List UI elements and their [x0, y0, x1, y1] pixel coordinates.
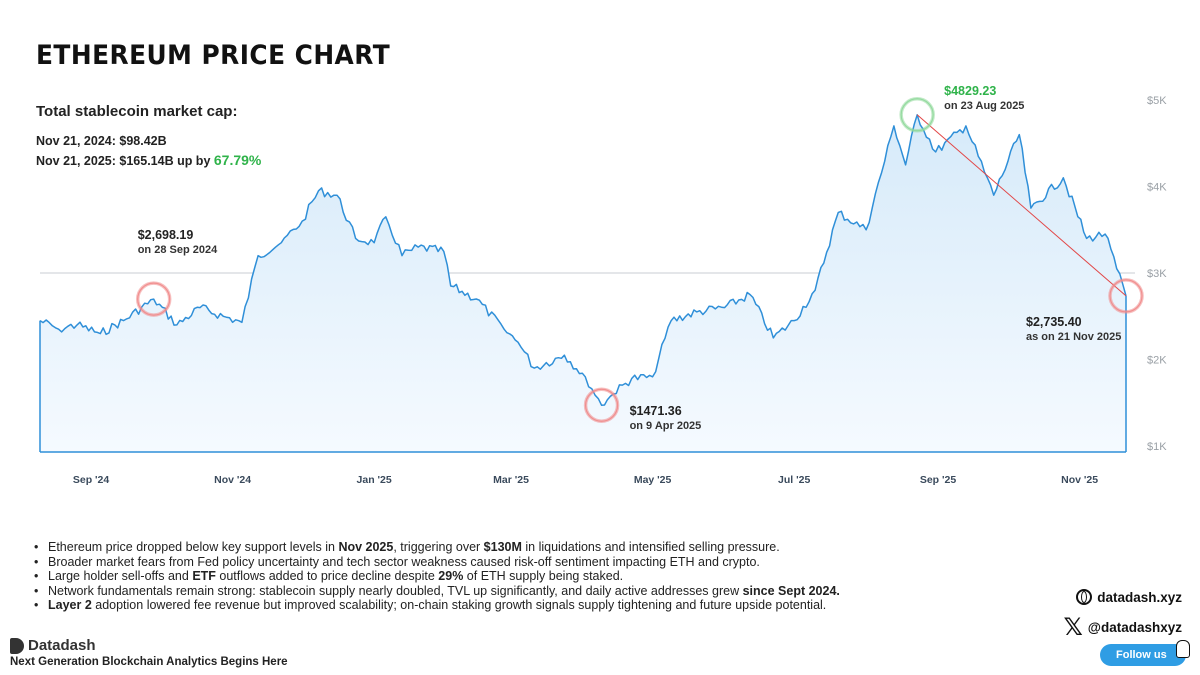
annotation-ring — [137, 282, 171, 316]
x-handle-label: @datadashxyz — [1087, 619, 1182, 635]
x-tick-label: Nov '24 — [214, 474, 251, 486]
bullet-text-run: ETF — [192, 569, 216, 584]
annotation-ring — [1109, 279, 1143, 313]
stats-line-2025-text: Nov 21, 2025: $165.14B up by — [36, 154, 211, 168]
annotation-ring — [900, 98, 934, 132]
follow-us-label: Follow us — [1116, 649, 1167, 661]
datadash-logo-icon — [10, 637, 24, 654]
x-tick-label: Sep '25 — [920, 474, 957, 486]
bullet-text-run: , triggering over — [393, 540, 484, 554]
annotation-value: $1471.36 — [630, 404, 682, 418]
brand-name: Datadash — [28, 637, 96, 654]
brand-tagline: Next Generation Blockchain Analytics Beg… — [10, 656, 288, 668]
follow-us-button[interactable]: Follow us — [1100, 640, 1190, 666]
bullet-text-run: 29% — [438, 569, 464, 584]
annotation-date: on 28 Sep 2024 — [138, 244, 218, 256]
y-tick-label: $2K — [1147, 355, 1167, 367]
stats-percent-change: 67.79% — [213, 152, 262, 168]
y-tick-label: $5K — [1147, 95, 1167, 107]
price-area-fill — [40, 114, 1126, 453]
x-logo-icon: 𝕏 — [1063, 613, 1083, 641]
bullet-text-run: in liquidations and intensified selling … — [521, 540, 780, 554]
insight-bullet-4: Network fundamentals remain strong: stab… — [34, 584, 840, 599]
x-tick-label: Nov '25 — [1061, 474, 1098, 486]
hand-cursor-icon — [1176, 640, 1190, 658]
stats-line-2025: Nov 21, 2025: $165.14B up by 67.79% — [36, 151, 261, 171]
bullet-text-run: Ethereum price dropped below key support… — [48, 540, 339, 554]
stablecoin-stats: Total stablecoin market cap: Nov 21, 202… — [36, 103, 261, 171]
annotation-value: $2,735.40 — [1026, 315, 1082, 329]
bullet-text-run: Broader market fears from Fed policy unc… — [48, 554, 760, 569]
bullet-text-run: Layer 2 — [48, 598, 92, 613]
insight-bullet-3: Large holder sell-offs and ETF outflows … — [34, 569, 840, 584]
y-tick-label: $3K — [1147, 268, 1167, 280]
x-handle-link[interactable]: 𝕏 @datadashxyz — [1063, 613, 1182, 641]
bullet-text-run: adoption lowered fee revenue but improve… — [91, 598, 827, 613]
bullet-text-run: Network fundamentals remain strong: stab… — [48, 583, 743, 598]
eth-price-chart: $5K $4K $3K $2K $1K Sep '24 Nov '24 Jan '25 Mar … — [39, 84, 1167, 486]
annotation-date: on 9 Apr 2025 — [630, 420, 702, 432]
annotation-ring — [584, 388, 619, 422]
social-links: datadash.xyz 𝕏 @datadashxyz — [1063, 589, 1182, 641]
x-tick-label: Jul '25 — [778, 474, 810, 486]
bullet-text-run: Large holder sell-offs and — [48, 569, 193, 584]
page-title: ETHEREUM PRICE CHART — [36, 40, 391, 71]
y-tick-label: $1K — [1147, 441, 1167, 453]
x-tick-label: Jan '25 — [357, 474, 392, 486]
stats-heading: Total stablecoin market cap: — [36, 103, 238, 120]
insight-bullet-5: Layer 2 adoption lowered fee revenue but… — [34, 598, 840, 613]
annotation-value: $4829.23 — [944, 84, 996, 98]
annotation-value: $2,698.19 — [138, 228, 194, 242]
globe-icon — [1076, 589, 1093, 605]
brand-footer: Datadash Next Generation Blockchain Anal… — [10, 637, 288, 668]
annotation-date: as on 21 Nov 2025 — [1026, 331, 1121, 343]
trend-line — [916, 114, 1127, 297]
bullet-text-run: Nov 2025 — [338, 540, 394, 554]
x-tick-label: Mar '25 — [493, 474, 529, 486]
bullet-text-run: $130M — [483, 540, 522, 554]
bullet-text-run: of ETH supply being staked. — [463, 569, 624, 584]
insight-bullet-1: Ethereum price dropped below key support… — [34, 540, 840, 555]
website-label: datadash.xyz — [1097, 589, 1182, 605]
y-tick-label: $4K — [1147, 182, 1167, 194]
stats-line-2024: Nov 21, 2024: $98.42B — [36, 134, 167, 148]
bullet-text-run: outflows added to price decline despite — [215, 569, 439, 584]
x-tick-label: Sep '24 — [73, 474, 110, 486]
insight-bullet-2: Broader market fears from Fed policy unc… — [34, 555, 840, 570]
bullet-text-run: since Sept 2024. — [742, 583, 840, 598]
insight-bullets: Ethereum price dropped below key support… — [34, 540, 840, 613]
x-tick-label: May '25 — [634, 474, 672, 486]
annotation-date: on 23 Aug 2025 — [944, 100, 1024, 112]
website-link[interactable]: datadash.xyz — [1063, 589, 1182, 605]
